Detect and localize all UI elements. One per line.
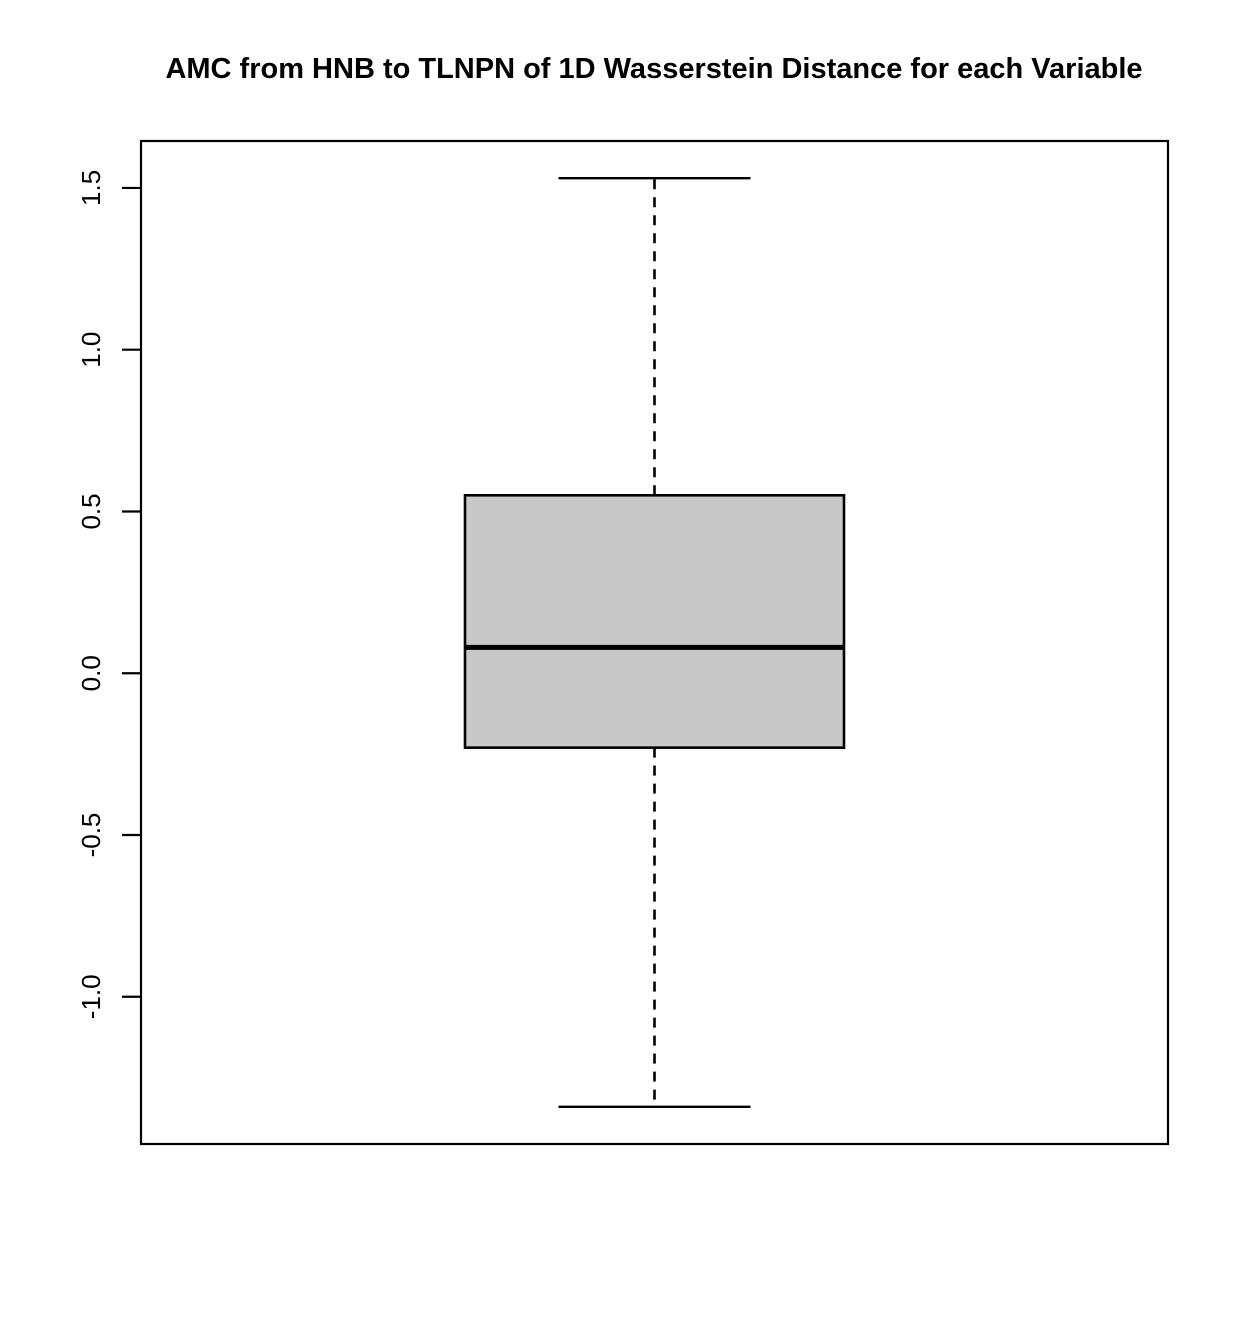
y-tick-label: -1.0 (76, 974, 106, 1019)
y-tick-label: 0.5 (76, 493, 106, 529)
plot-border (139, 139, 1170, 1146)
y-tick-label: -0.5 (76, 813, 106, 858)
iqr-box (463, 493, 846, 749)
y-tick-label: 1.5 (76, 170, 106, 206)
y-tick-label: 1.0 (76, 332, 106, 368)
y-axis: -1.0 -0.5 0.0 0.5 1.0 1.5 (76, 170, 141, 1019)
y-tick-label: 0.0 (76, 655, 106, 691)
boxplot-glyph (463, 177, 846, 1108)
chart-title: AMC from HNB to TLNPN of 1D Wasserstein … (165, 53, 1143, 85)
